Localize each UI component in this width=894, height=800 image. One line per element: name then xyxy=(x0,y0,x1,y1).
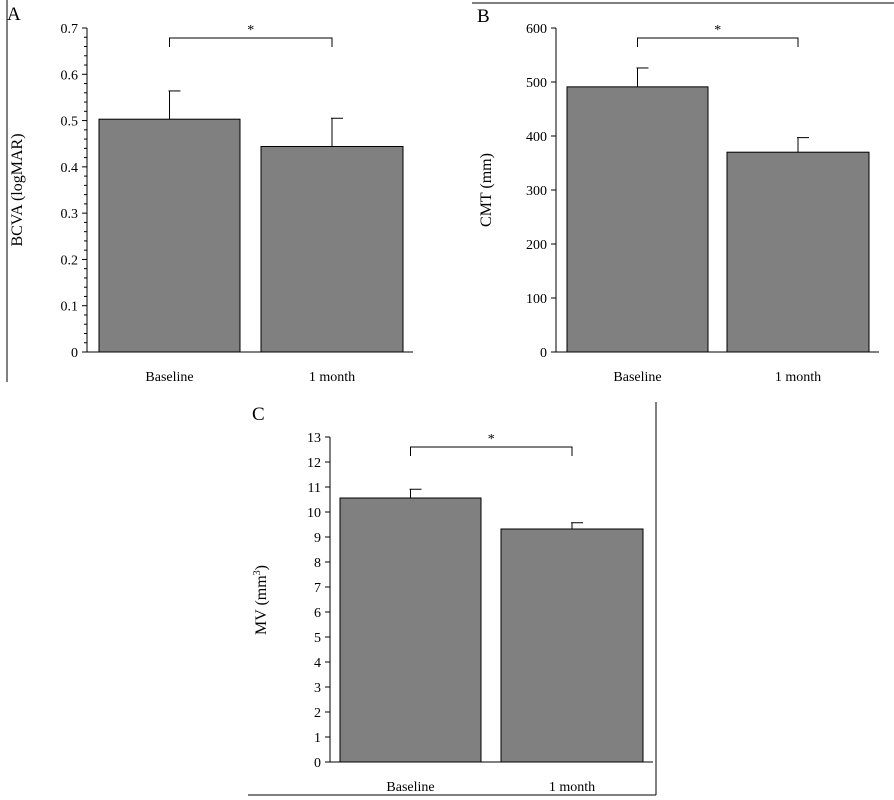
y-tick-label: 400 xyxy=(526,130,547,145)
significance-marker: * xyxy=(714,23,721,38)
y-tick-label: 11 xyxy=(308,481,321,496)
y-tick-label: 0.7 xyxy=(61,22,79,37)
y-tick-label: 600 xyxy=(526,22,547,37)
y-axis-title-main: MV (mm xyxy=(253,575,270,635)
y-tick-label: 13 xyxy=(307,431,321,446)
bar-1 xyxy=(260,145,404,353)
category-label: Baseline xyxy=(386,780,434,795)
bar-1 xyxy=(726,151,870,353)
y-tick-label: 5 xyxy=(314,631,321,646)
significance-marker: * xyxy=(488,432,495,447)
y-tick-label: 0 xyxy=(540,346,547,361)
y-tick-label: 6 xyxy=(314,606,321,621)
panel-a: A Baseline 1 month 0 0.1 0.2 0.3 0.4 0.5 0.6 0.7 BC… xyxy=(6,0,413,385)
y-axis-title: BCVA (logMAR) xyxy=(9,133,26,246)
y-tick-label: 12 xyxy=(307,456,321,471)
significance-bracket xyxy=(410,446,573,456)
y-tick-label: 0.1 xyxy=(61,300,79,315)
panel-letter: C xyxy=(252,404,265,425)
y-tick-label: 4 xyxy=(314,656,321,671)
y-axis-title-superscript: 3 xyxy=(252,570,263,575)
panel-b: B Baseline 1 month 0 100 200 300 400 500 600 CMT (… xyxy=(472,2,894,385)
significance-bracket xyxy=(169,37,333,47)
panel-letter: A xyxy=(7,4,21,25)
y-tick-label: 0.6 xyxy=(61,68,79,83)
y-tick-label: 0 xyxy=(314,756,321,771)
y-tick-label: 300 xyxy=(526,184,547,199)
y-axis-title: CMT (mm) xyxy=(478,153,495,227)
bar-0 xyxy=(98,118,241,353)
y-axis-title: MV (mm3) xyxy=(252,565,270,635)
y-tick-label: 0.4 xyxy=(61,161,79,176)
y-tick-label: 1 xyxy=(314,731,321,746)
category-label: 1 month xyxy=(309,370,355,385)
y-axis-title-suffix: ) xyxy=(253,565,270,570)
y-tick-label: 8 xyxy=(314,556,321,571)
y-tick-label: 0.2 xyxy=(61,253,79,268)
y-tick-label: 9 xyxy=(314,531,321,546)
bar-0 xyxy=(339,497,482,763)
significance-bracket xyxy=(637,37,799,47)
bar-1 xyxy=(500,528,644,763)
category-label: Baseline xyxy=(145,370,193,385)
panel-letter: B xyxy=(477,6,490,27)
y-tick-label: 100 xyxy=(526,292,547,307)
y-tick-label: 10 xyxy=(307,506,321,521)
y-axis-title-main: BCVA (logMAR) xyxy=(9,133,26,246)
y-tick-label: 3 xyxy=(314,681,321,696)
y-axis-title-main: CMT (mm) xyxy=(478,153,495,227)
category-label: Baseline xyxy=(613,370,661,385)
category-label: 1 month xyxy=(775,370,821,385)
y-tick-label: 0 xyxy=(71,346,78,361)
y-tick-label: 200 xyxy=(526,238,547,253)
y-tick-label: 500 xyxy=(526,76,547,91)
y-tick-label: 0.3 xyxy=(61,207,79,222)
significance-marker: * xyxy=(247,23,254,38)
category-label: 1 month xyxy=(549,780,595,795)
bar-0 xyxy=(566,86,709,353)
y-tick-label: 7 xyxy=(314,581,321,596)
y-tick-label: 2 xyxy=(314,706,321,721)
y-tick-label: 0.5 xyxy=(61,115,79,130)
